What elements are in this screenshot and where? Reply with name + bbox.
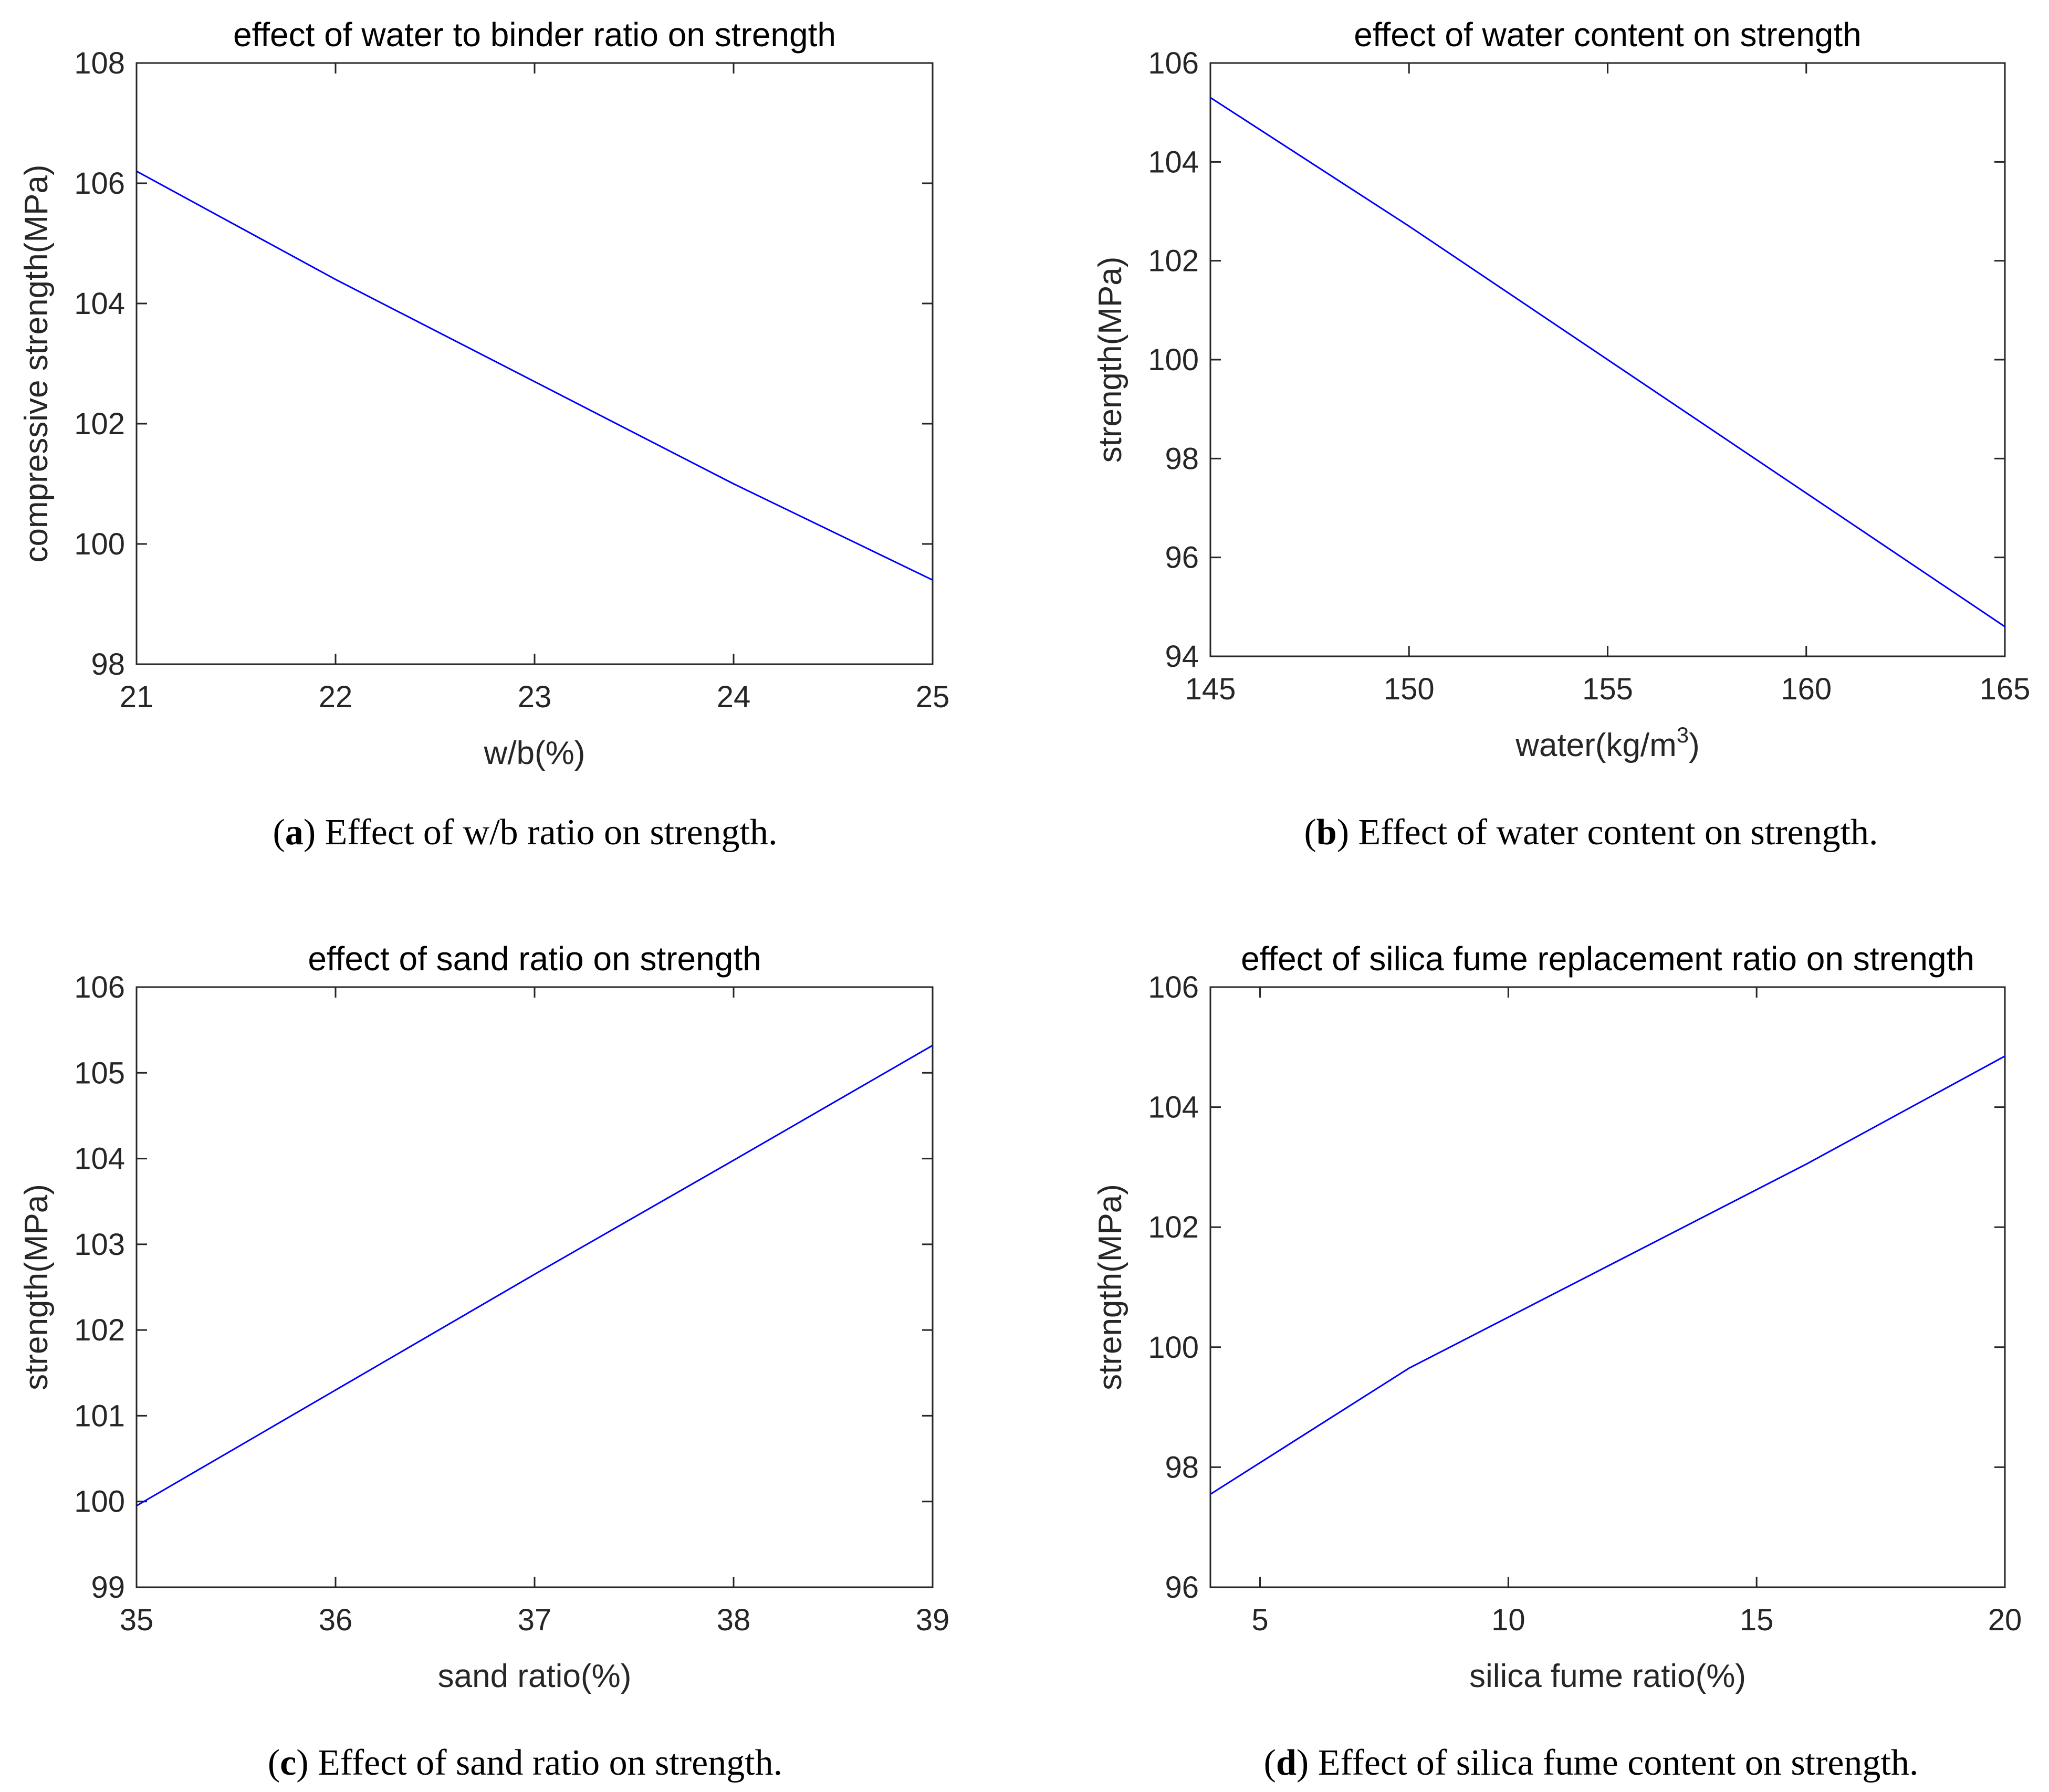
y-tick-label: 100 bbox=[1148, 1330, 1199, 1365]
y-tick-label: 108 bbox=[74, 46, 125, 80]
plot-area-frame bbox=[135, 986, 934, 1588]
chart-title: effect of silica fume replacement ratio … bbox=[1241, 940, 1974, 978]
figure-caption: (a) Effect of w/b ratio on strength. bbox=[273, 812, 778, 853]
chart-d: 5 10 15 20 96 98 100 102 104 106 effect of silica … bbox=[1092, 940, 2022, 1783]
y-axis-label: strength(MPa) bbox=[1092, 1184, 1128, 1390]
x-tick-label: 38 bbox=[717, 1603, 751, 1637]
y-tick-label: 100 bbox=[74, 527, 125, 561]
x-tick-label: 37 bbox=[518, 1603, 552, 1637]
y-tick-label: 106 bbox=[74, 970, 125, 1004]
y-tick-label: 101 bbox=[74, 1399, 125, 1433]
x-tick-label: 165 bbox=[1980, 672, 2031, 706]
x-tick-label: 10 bbox=[1491, 1603, 1525, 1637]
figure-caption: (d) Effect of silica fume content on str… bbox=[1264, 1743, 1919, 1783]
x-tick-label: 35 bbox=[120, 1603, 154, 1637]
x-tick-label: 155 bbox=[1582, 672, 1633, 706]
chart-c: 35 36 37 38 39 99 100 101 102 103 104 105 106 effect … bbox=[18, 940, 949, 1783]
x-tick-label: 145 bbox=[1185, 672, 1236, 706]
x-tick-label: 23 bbox=[518, 680, 552, 714]
y-tick-label: 103 bbox=[74, 1228, 125, 1262]
x-axis-label: silica fume ratio(%) bbox=[1469, 1658, 1746, 1694]
figure-caption: (b) Effect of water content on strength. bbox=[1304, 812, 1878, 853]
x-tick-label: 5 bbox=[1251, 1603, 1268, 1637]
series-line-d bbox=[1210, 1055, 2005, 1495]
y-tick-label: 102 bbox=[74, 407, 125, 441]
plot-area-frame bbox=[135, 62, 934, 665]
x-axis-label: water(kg/m3) bbox=[1515, 722, 1700, 763]
y-tick-label: 100 bbox=[74, 1485, 125, 1519]
y-tick-label: 98 bbox=[1165, 1450, 1199, 1484]
x-axis-label: w/b(%) bbox=[484, 735, 586, 771]
x-tick-label: 39 bbox=[916, 1603, 950, 1637]
x-tick-label: 160 bbox=[1781, 672, 1832, 706]
x-tick-label: 22 bbox=[319, 680, 353, 714]
y-tick-label: 102 bbox=[1148, 244, 1199, 278]
x-tick-label: 21 bbox=[120, 680, 154, 714]
x-tick-label: 24 bbox=[717, 680, 751, 714]
x-tick-label: 36 bbox=[319, 1603, 353, 1637]
chart-title: effect of water content on strength bbox=[1354, 16, 1862, 54]
y-tick-label: 102 bbox=[74, 1313, 125, 1347]
chart-title: effect of sand ratio on strength bbox=[308, 940, 761, 978]
y-tick-label: 106 bbox=[74, 166, 125, 201]
chart-b: 145 150 155 160 165 94 96 98 100 102 104 106 effect … bbox=[1092, 16, 2030, 853]
y-tick-label: 96 bbox=[1165, 1570, 1199, 1605]
x-tick-label: 15 bbox=[1740, 1603, 1774, 1637]
series-line-b bbox=[1210, 97, 2005, 627]
y-tick-label: 100 bbox=[1148, 343, 1199, 377]
y-tick-label: 106 bbox=[1148, 46, 1199, 80]
x-axis-label: sand ratio(%) bbox=[438, 1658, 632, 1694]
chart-a: 21 22 23 24 25 98 100 102 104 106 108 effect of wat… bbox=[18, 16, 949, 853]
x-tick-label: 150 bbox=[1384, 672, 1435, 706]
y-tick-label: 104 bbox=[74, 1142, 125, 1176]
series-line-c bbox=[136, 1044, 933, 1507]
x-tick-label: 20 bbox=[1988, 1603, 2022, 1637]
y-tick-label: 104 bbox=[1148, 145, 1199, 179]
y-tick-label: 104 bbox=[74, 287, 125, 321]
y-tick-label: 105 bbox=[74, 1056, 125, 1090]
y-tick-label: 99 bbox=[91, 1570, 125, 1605]
y-tick-label: 104 bbox=[1148, 1091, 1199, 1125]
y-tick-label: 98 bbox=[1165, 442, 1199, 476]
series-line-a bbox=[136, 170, 933, 581]
y-tick-label: 106 bbox=[1148, 970, 1199, 1004]
y-tick-label: 98 bbox=[91, 647, 125, 682]
figure-caption: (c) Effect of sand ratio on strength. bbox=[268, 1743, 782, 1783]
x-tick-label: 25 bbox=[916, 680, 950, 714]
y-axis-label: strength(MPa) bbox=[18, 1184, 55, 1390]
y-axis-label: compressive strength(MPa) bbox=[18, 164, 55, 562]
y-axis-label: strength(MPa) bbox=[1092, 257, 1128, 463]
plot-area-frame bbox=[1209, 986, 2006, 1588]
y-tick-label: 94 bbox=[1165, 640, 1199, 674]
y-tick-label: 96 bbox=[1165, 541, 1199, 575]
y-tick-label: 102 bbox=[1148, 1210, 1199, 1244]
chart-title: effect of water to binder ratio on stren… bbox=[233, 16, 836, 54]
